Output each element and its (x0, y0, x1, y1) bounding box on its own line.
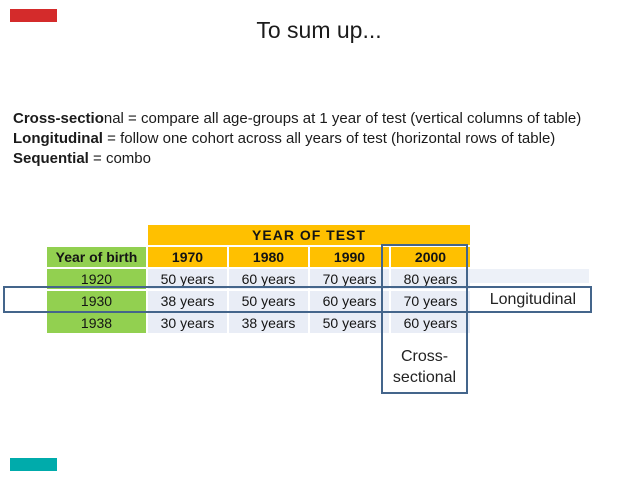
table-cell: 60 years (229, 269, 308, 289)
cross-sectional-highlight-box: Cross- sectional (381, 244, 468, 394)
cohort-table: YEAR OF TEST Year of birth 1970 1980 199… (45, 223, 472, 335)
table-cell: 50 years (310, 313, 389, 333)
table-row-1938: 1938 30 years 38 years 50 years 60 years (47, 313, 470, 333)
red-accent-bar (10, 9, 57, 22)
table-cell: 60 years (310, 291, 389, 311)
table-cell: 80 years (391, 269, 470, 289)
col-header-1970: 1970 (148, 247, 227, 267)
table-row-1920: 1920 50 years 60 years 70 years 80 years (47, 269, 470, 289)
definition-term: Longitudinal (13, 130, 103, 147)
table-cell: 60 years (391, 313, 470, 333)
row-label-1938: 1938 (47, 313, 146, 333)
definition-longitudinal: Longitudinal = follow one cohort across … (13, 129, 628, 149)
row-extension-band (470, 269, 589, 283)
longitudinal-label: Longitudinal (489, 290, 576, 308)
year-of-test-header: YEAR OF TEST (148, 225, 470, 245)
table-row-1930: 1930 38 years 50 years 60 years 70 years (47, 291, 470, 311)
definition-text: = follow one cohort across all years of … (102, 130, 556, 147)
cross-sectional-label-line1: Cross- (400, 348, 449, 365)
definition-term: Cross-sectio (13, 110, 104, 127)
table-cell: 50 years (148, 269, 227, 289)
table-cell: 38 years (229, 313, 308, 333)
definition-text: = combo (88, 150, 151, 167)
table-cell: 38 years (148, 291, 227, 311)
col-header-1990: 1990 (310, 247, 389, 267)
teal-accent-bar (10, 458, 57, 471)
slide-title: To sum up... (256, 17, 382, 43)
row-label-1930: 1930 (47, 291, 146, 311)
table-cell: 70 years (391, 291, 470, 311)
definition-cross-sectional: Cross-sectional = compare all age-groups… (13, 109, 628, 129)
table-cell: 30 years (148, 313, 227, 333)
definitions-block: Cross-sectional = compare all age-groups… (13, 109, 628, 169)
col-header-1980: 1980 (229, 247, 308, 267)
table-cell: 70 years (310, 269, 389, 289)
definition-term: Sequential (13, 150, 89, 167)
cross-sectional-label-line2: sectional (392, 369, 457, 386)
blank-corner-cell (47, 225, 146, 245)
col-header-2000: 2000 (391, 247, 470, 267)
year-of-birth-header: Year of birth (47, 247, 146, 267)
table-row-column-headers: Year of birth 1970 1980 1990 2000 (47, 247, 470, 267)
cross-sectional-label: Cross- sectional (383, 346, 466, 388)
definition-sequential: Sequential = combo (13, 149, 628, 169)
row-label-1920: 1920 (47, 269, 146, 289)
table-cell: 50 years (229, 291, 308, 311)
table-row-span-header: YEAR OF TEST (47, 225, 470, 245)
longitudinal-highlight-box: Longitudinal (3, 286, 592, 313)
definition-text: nal = compare all age-groups at 1 year o… (103, 110, 582, 127)
